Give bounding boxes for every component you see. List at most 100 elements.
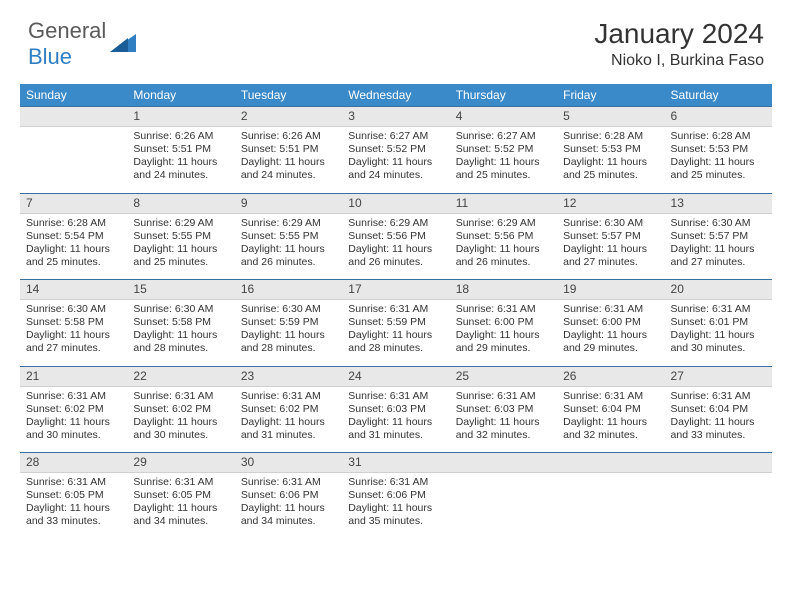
- sunset-line: Sunset: 5:56 PM: [348, 230, 443, 243]
- weekday-header: Saturday: [665, 84, 772, 107]
- header: General Blue January 2024 Nioko I, Burki…: [0, 0, 792, 78]
- day-number: [450, 453, 557, 473]
- daylight-line: Daylight: 11 hours and 28 minutes.: [241, 329, 336, 355]
- day-cell: Sunrise: 6:29 AMSunset: 5:56 PMDaylight:…: [450, 213, 557, 280]
- day-number: 17: [342, 280, 449, 300]
- day-cell: Sunrise: 6:30 AMSunset: 5:58 PMDaylight:…: [20, 300, 127, 367]
- day-cell: Sunrise: 6:27 AMSunset: 5:52 PMDaylight:…: [450, 127, 557, 194]
- sunset-line: Sunset: 5:54 PM: [26, 230, 121, 243]
- daylight-line: Daylight: 11 hours and 29 minutes.: [456, 329, 551, 355]
- day-cell: Sunrise: 6:31 AMSunset: 5:59 PMDaylight:…: [342, 300, 449, 367]
- weekday-header: Wednesday: [342, 84, 449, 107]
- daylight-line: Daylight: 11 hours and 25 minutes.: [671, 156, 766, 182]
- sunrise-line: Sunrise: 6:31 AM: [26, 390, 121, 403]
- day-number: 10: [342, 193, 449, 213]
- day-cell: Sunrise: 6:31 AMSunset: 6:04 PMDaylight:…: [557, 386, 664, 453]
- day-cell: Sunrise: 6:31 AMSunset: 6:02 PMDaylight:…: [20, 386, 127, 453]
- logo-word-general: General: [28, 18, 106, 43]
- daylight-line: Daylight: 11 hours and 25 minutes.: [26, 243, 121, 269]
- day-cell: Sunrise: 6:30 AMSunset: 5:58 PMDaylight:…: [127, 300, 234, 367]
- daylight-line: Daylight: 11 hours and 32 minutes.: [563, 416, 658, 442]
- day-cell: Sunrise: 6:31 AMSunset: 6:01 PMDaylight:…: [665, 300, 772, 367]
- sunset-line: Sunset: 6:03 PM: [348, 403, 443, 416]
- sunrise-line: Sunrise: 6:31 AM: [26, 476, 121, 489]
- day-number-row: 21222324252627: [20, 366, 772, 386]
- sunrise-line: Sunrise: 6:31 AM: [133, 476, 228, 489]
- sunset-line: Sunset: 5:55 PM: [241, 230, 336, 243]
- sunset-line: Sunset: 5:55 PM: [133, 230, 228, 243]
- daylight-line: Daylight: 11 hours and 25 minutes.: [133, 243, 228, 269]
- weekday-header-row: SundayMondayTuesdayWednesdayThursdayFrid…: [20, 84, 772, 107]
- sunrise-line: Sunrise: 6:30 AM: [671, 217, 766, 230]
- sunrise-line: Sunrise: 6:29 AM: [456, 217, 551, 230]
- day-number: 7: [20, 193, 127, 213]
- daylight-line: Daylight: 11 hours and 32 minutes.: [456, 416, 551, 442]
- day-cell: [557, 473, 664, 539]
- day-cell: Sunrise: 6:30 AMSunset: 5:59 PMDaylight:…: [235, 300, 342, 367]
- sunset-line: Sunset: 5:52 PM: [456, 143, 551, 156]
- logo-word-blue: Blue: [28, 44, 72, 69]
- day-cell: Sunrise: 6:30 AMSunset: 5:57 PMDaylight:…: [665, 213, 772, 280]
- day-number: 16: [235, 280, 342, 300]
- daylight-line: Daylight: 11 hours and 29 minutes.: [563, 329, 658, 355]
- day-number: 9: [235, 193, 342, 213]
- daylight-line: Daylight: 11 hours and 31 minutes.: [241, 416, 336, 442]
- daylight-line: Daylight: 11 hours and 28 minutes.: [348, 329, 443, 355]
- sunrise-line: Sunrise: 6:27 AM: [348, 130, 443, 143]
- sunset-line: Sunset: 5:51 PM: [133, 143, 228, 156]
- day-cell: Sunrise: 6:29 AMSunset: 5:55 PMDaylight:…: [235, 213, 342, 280]
- sunset-line: Sunset: 6:03 PM: [456, 403, 551, 416]
- day-number-row: 123456: [20, 107, 772, 127]
- sunrise-line: Sunrise: 6:31 AM: [348, 476, 443, 489]
- daylight-line: Daylight: 11 hours and 34 minutes.: [241, 502, 336, 528]
- day-number: [20, 107, 127, 127]
- sunrise-line: Sunrise: 6:29 AM: [348, 217, 443, 230]
- day-cell: Sunrise: 6:31 AMSunset: 6:00 PMDaylight:…: [450, 300, 557, 367]
- sunset-line: Sunset: 5:57 PM: [563, 230, 658, 243]
- day-cell: Sunrise: 6:31 AMSunset: 6:05 PMDaylight:…: [127, 473, 234, 539]
- day-number: 12: [557, 193, 664, 213]
- daylight-line: Daylight: 11 hours and 33 minutes.: [671, 416, 766, 442]
- calendar-body: 123456Sunrise: 6:26 AMSunset: 5:51 PMDay…: [20, 107, 772, 539]
- weekday-header: Friday: [557, 84, 664, 107]
- sunset-line: Sunset: 5:52 PM: [348, 143, 443, 156]
- day-cell: [665, 473, 772, 539]
- sunset-line: Sunset: 6:00 PM: [456, 316, 551, 329]
- day-number: 8: [127, 193, 234, 213]
- day-cell: Sunrise: 6:28 AMSunset: 5:53 PMDaylight:…: [557, 127, 664, 194]
- sunrise-line: Sunrise: 6:31 AM: [241, 476, 336, 489]
- day-cell: Sunrise: 6:31 AMSunset: 6:02 PMDaylight:…: [235, 386, 342, 453]
- sunset-line: Sunset: 6:02 PM: [26, 403, 121, 416]
- sunrise-line: Sunrise: 6:26 AM: [241, 130, 336, 143]
- day-cell: Sunrise: 6:31 AMSunset: 6:03 PMDaylight:…: [450, 386, 557, 453]
- day-cell: Sunrise: 6:31 AMSunset: 6:05 PMDaylight:…: [20, 473, 127, 539]
- day-info-row: Sunrise: 6:31 AMSunset: 6:02 PMDaylight:…: [20, 386, 772, 453]
- day-number: 30: [235, 453, 342, 473]
- weekday-header: Tuesday: [235, 84, 342, 107]
- day-cell: Sunrise: 6:31 AMSunset: 6:04 PMDaylight:…: [665, 386, 772, 453]
- day-number: 4: [450, 107, 557, 127]
- day-number-row: 14151617181920: [20, 280, 772, 300]
- day-number: 3: [342, 107, 449, 127]
- sunset-line: Sunset: 5:58 PM: [133, 316, 228, 329]
- sunrise-line: Sunrise: 6:31 AM: [563, 390, 658, 403]
- daylight-line: Daylight: 11 hours and 24 minutes.: [348, 156, 443, 182]
- logo-text: General Blue: [28, 18, 106, 70]
- day-cell: Sunrise: 6:26 AMSunset: 5:51 PMDaylight:…: [235, 127, 342, 194]
- day-cell: Sunrise: 6:31 AMSunset: 6:02 PMDaylight:…: [127, 386, 234, 453]
- day-number: 19: [557, 280, 664, 300]
- sunrise-line: Sunrise: 6:31 AM: [671, 303, 766, 316]
- sunset-line: Sunset: 5:51 PM: [241, 143, 336, 156]
- sunrise-line: Sunrise: 6:31 AM: [456, 303, 551, 316]
- day-cell: Sunrise: 6:31 AMSunset: 6:06 PMDaylight:…: [342, 473, 449, 539]
- daylight-line: Daylight: 11 hours and 28 minutes.: [133, 329, 228, 355]
- sunrise-line: Sunrise: 6:31 AM: [563, 303, 658, 316]
- sunrise-line: Sunrise: 6:27 AM: [456, 130, 551, 143]
- sunrise-line: Sunrise: 6:28 AM: [671, 130, 766, 143]
- day-info-row: Sunrise: 6:28 AMSunset: 5:54 PMDaylight:…: [20, 213, 772, 280]
- sunset-line: Sunset: 5:59 PM: [348, 316, 443, 329]
- day-cell: Sunrise: 6:30 AMSunset: 5:57 PMDaylight:…: [557, 213, 664, 280]
- sunrise-line: Sunrise: 6:30 AM: [26, 303, 121, 316]
- sunrise-line: Sunrise: 6:28 AM: [26, 217, 121, 230]
- sunset-line: Sunset: 6:05 PM: [133, 489, 228, 502]
